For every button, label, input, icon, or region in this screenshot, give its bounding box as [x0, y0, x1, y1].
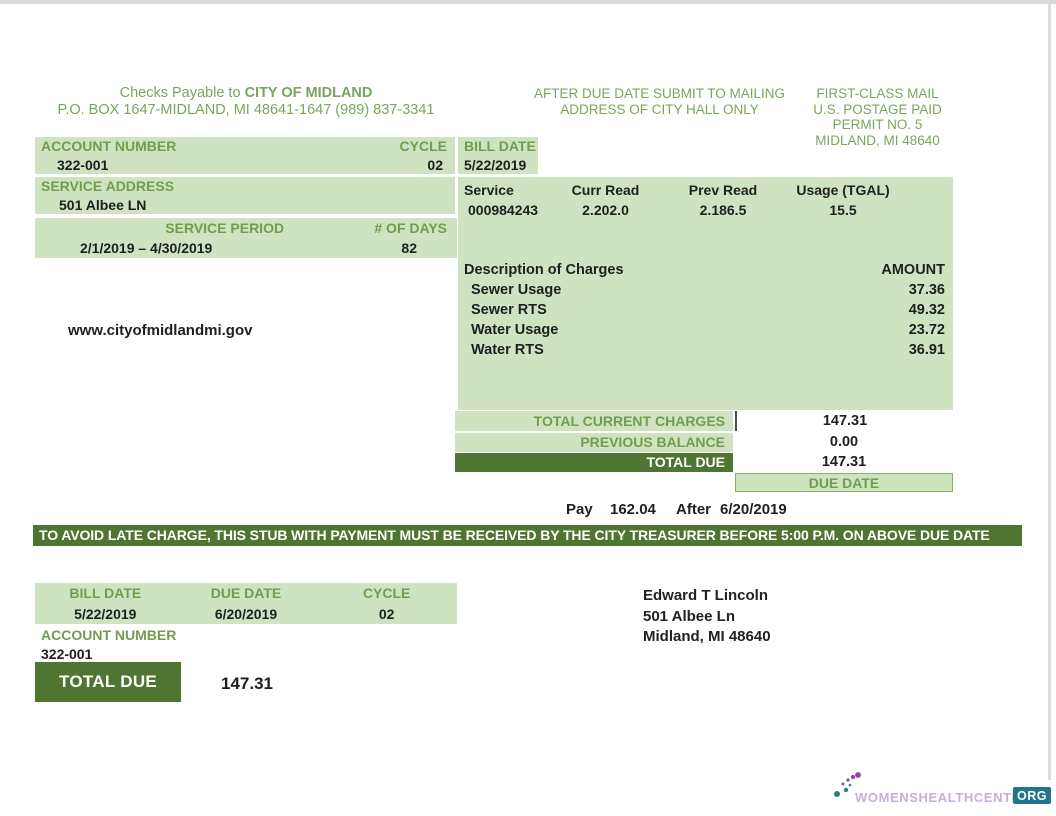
stub-total-due-value: 147.31: [221, 674, 273, 693]
service-address-value: 501 Albee LN: [59, 196, 147, 213]
meter-header-row: Service Curr Read Prev Read Usage (TGAL): [458, 182, 953, 198]
customer-city-state-zip: Midland, MI 48640: [643, 628, 771, 645]
charge-amount: 36.91: [908, 342, 945, 358]
cycle-value: 02: [427, 156, 443, 173]
late-amount: 162.04: [610, 501, 656, 518]
after-label: After: [676, 501, 712, 518]
meter-prev-read-value: 2.186.5: [699, 202, 747, 218]
payee-name: CITY OF MIDLAND: [244, 85, 373, 101]
previous-balance-value: 0.00: [735, 433, 953, 452]
charge-amount: 23.72: [908, 322, 945, 338]
account-number-value: 322-001: [57, 156, 109, 173]
stub-bill-date-label: BILL DATE: [69, 585, 142, 602]
stub-total-due-box: TOTAL DUE: [35, 662, 181, 702]
total-current-charges-label: TOTAL CURRENT CHARGES: [455, 411, 733, 431]
charge-amount: 37.36: [908, 282, 945, 298]
page-top-edge: [0, 0, 1056, 4]
meter-value-row: 000984243 2.202.0 2.186.5 15.5: [458, 202, 953, 218]
charge-item-row: Sewer Usage 37.36: [458, 282, 953, 298]
service-address-box: SERVICE ADDRESS 501 Albee LN: [35, 177, 455, 214]
stub-dates-box: BILL DATE DUE DATE CYCLE 5/22/2019 6/20/…: [35, 583, 457, 624]
charge-name: Water Usage: [471, 322, 559, 338]
watermark-org-badge: ORG: [1013, 787, 1051, 804]
charge-name: Sewer RTS: [471, 302, 547, 318]
days-label: # OF DAYS: [374, 220, 447, 236]
late-due-date: 6/20/2019: [720, 501, 787, 518]
stub-bill-date-value: 5/22/2019: [74, 605, 137, 622]
charge-amount: 49.32: [908, 302, 945, 318]
account-number-box: ACCOUNT NUMBER CYCLE 322-001 02: [35, 137, 455, 174]
meter-usage-value: 15.5: [829, 202, 857, 218]
page-right-edge: [1048, 0, 1051, 780]
stub-due-date-label: DUE DATE: [210, 585, 282, 602]
total-current-charges-value: 147.31: [735, 411, 953, 431]
total-due-value: 147.31: [735, 453, 953, 472]
customer-address-block: Edward T Lincoln 501 Albee Ln Midland, M…: [643, 586, 771, 648]
meter-service-value: 000984243: [468, 202, 539, 218]
meter-header-curr-read: Curr Read: [571, 182, 640, 198]
bill-date-label: BILL DATE: [464, 138, 536, 155]
charges-panel: Service Curr Read Prev Read Usage (TGAL)…: [458, 177, 953, 410]
stub-account-number-value: 322-001: [41, 646, 93, 662]
charge-name: Water RTS: [471, 342, 544, 358]
stub-cycle-value: 02: [378, 605, 395, 622]
service-period-value: 2/1/2019 – 4/30/2019: [80, 240, 213, 256]
watermark-text: WOMENSHEALTHCENTER.: [855, 790, 1036, 805]
stub-account-number-label: ACCOUNT NUMBER: [41, 627, 177, 643]
city-website: www.cityofmidlandmi.gov: [68, 322, 253, 339]
after-due-date-notice: AFTER DUE DATE SUBMIT TO MAILING ADDRESS…: [533, 86, 786, 117]
charge-name: Sewer Usage: [471, 282, 562, 298]
pay-label: Pay: [566, 501, 593, 518]
bill-date-value: 5/22/2019: [464, 156, 527, 173]
total-due-label: TOTAL DUE: [455, 453, 733, 472]
meter-header-service: Service: [464, 182, 514, 198]
previous-balance-label: PREVIOUS BALANCE: [455, 433, 733, 452]
days-value: 82: [401, 240, 417, 256]
service-period-box: SERVICE PERIOD # OF DAYS 2/1/2019 – 4/30…: [35, 218, 457, 258]
bill-date-box: BILL DATE 5/22/2019: [458, 137, 538, 174]
meter-header-usage: Usage (TGAL): [796, 182, 890, 198]
womens-health-center-logo-dots-icon: [834, 772, 861, 797]
customer-street: 501 Albee Ln: [643, 607, 735, 625]
due-date-box: DUE DATE: [735, 473, 953, 492]
stub-due-date-value: 6/20/2019: [214, 605, 278, 622]
checks-payable-block: Checks Payable to CITY OF MIDLAND P.O. B…: [35, 85, 457, 119]
service-address-label: SERVICE ADDRESS: [41, 178, 175, 195]
customer-name: Edward T Lincoln: [643, 587, 769, 604]
postage-permit-block: FIRST-CLASS MAIL U.S. POSTAGE PAID PERMI…: [813, 86, 942, 148]
cycle-label: CYCLE: [399, 138, 447, 155]
service-period-label: SERVICE PERIOD: [165, 220, 285, 236]
description-of-charges-label: Description of Charges: [464, 262, 624, 278]
charge-item-row: Water RTS 36.91: [458, 342, 953, 358]
amount-label: AMOUNT: [881, 262, 945, 278]
meter-curr-read-value: 2.202.0: [582, 202, 629, 218]
charge-item-row: Water Usage 23.72: [458, 322, 953, 338]
meter-header-prev-read: Prev Read: [688, 182, 758, 198]
stub-cycle-label: CYCLE: [362, 585, 411, 602]
account-number-label: ACCOUNT NUMBER: [41, 138, 177, 155]
late-charge-banner: TO AVOID LATE CHARGE, THIS STUB WITH PAY…: [33, 525, 1022, 546]
charge-item-row: Sewer RTS 49.32: [458, 302, 953, 318]
charges-header-row: Description of Charges AMOUNT: [458, 262, 953, 278]
checks-payable-line: Checks Payable to CITY OF MIDLAND: [119, 85, 373, 101]
payee-address: P.O. BOX 1647-MIDLAND, MI 48641-1647 (98…: [57, 102, 435, 118]
